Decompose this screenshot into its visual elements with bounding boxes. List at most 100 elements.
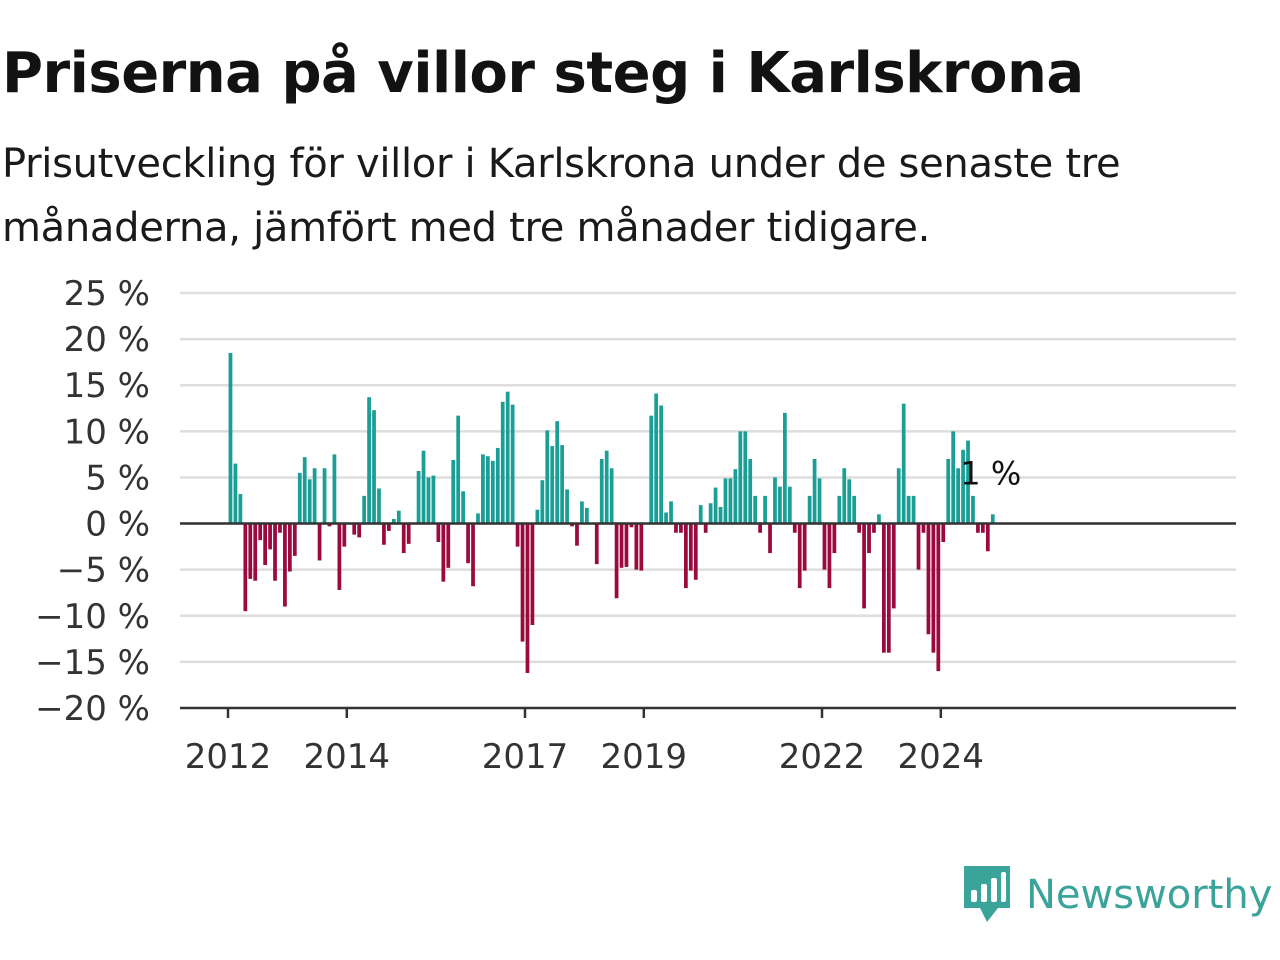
bar [931,523,936,653]
bar [490,460,495,524]
bar [812,459,817,524]
bar [911,495,916,524]
bar [396,510,401,524]
y-tick-label: −10 % [35,597,150,637]
bar [510,404,515,524]
bar-chart: 2012 2014 2017 2019 2022 2024 25 % 20 % 15 % 10 … [35,274,1236,777]
bar [253,523,258,581]
bar [926,523,931,635]
bar [842,468,847,524]
bar [684,523,688,589]
bar [297,472,302,524]
bar [624,523,629,567]
bar [891,523,896,609]
bar [580,501,584,524]
y-tick-label: −5 % [57,551,150,591]
bar [416,470,421,524]
chart-title: Priserna på villor steg i Karlskrona [2,41,1084,106]
last-value-label: 1 % [960,454,1021,492]
bar [857,523,861,533]
bar [758,523,762,533]
bar [382,523,386,545]
bar [614,523,619,599]
bar [797,523,802,589]
bar [619,523,624,568]
bar [406,523,411,544]
bar [802,523,807,571]
bar [233,463,238,524]
bar [525,523,530,673]
bar [505,391,510,524]
bar [822,523,827,570]
bar [748,459,753,524]
bar [649,415,654,524]
bar [322,468,327,524]
bar-series [228,352,995,673]
bar [530,523,535,625]
x-tick-label: 2012 [185,737,272,777]
x-tick-label: 2022 [779,737,866,777]
bar [476,513,480,524]
bar [421,450,426,524]
bar [377,488,381,524]
bar [431,475,436,524]
bar [941,523,946,542]
bar [981,523,985,533]
bar [609,468,614,524]
bar [263,523,267,566]
bar [362,495,366,524]
bar [565,489,569,524]
bar [921,523,926,533]
x-tick-label: 2024 [898,737,985,777]
bar [466,523,470,564]
bar [629,523,634,528]
bar [862,523,866,609]
bar [664,512,668,524]
bar [268,523,272,550]
bar [555,421,560,524]
y-tick-label: −15 % [35,643,150,683]
bar [535,509,540,524]
bar [946,459,951,524]
bar [317,523,322,561]
bar [481,454,485,524]
bar [560,445,564,524]
bar [728,478,733,524]
bar [768,523,772,554]
y-tick-label: 10 % [64,412,150,452]
bar [990,514,995,524]
bar [288,523,292,572]
bar [817,478,822,524]
bar [936,523,941,672]
bar [436,523,441,542]
bar [743,431,748,524]
bar [679,523,683,533]
bar [332,454,337,524]
newsworthy-logo-icon [964,866,1010,922]
y-tick-label: −20 % [35,689,150,729]
bar [807,495,812,524]
bar [906,495,911,524]
bar [882,523,886,653]
bar [575,523,579,546]
bar [238,494,243,524]
bar [639,523,644,571]
bar [872,523,876,533]
bar [495,447,500,524]
bar [248,523,253,579]
bar [713,487,718,524]
bar [486,456,490,524]
bar [669,501,673,524]
bar [604,450,609,524]
bar [783,412,787,524]
bar [471,523,475,587]
bar [307,479,312,524]
bar [688,523,693,571]
bar [778,486,782,524]
bar [847,479,852,524]
bar [500,401,505,524]
bar [515,523,520,547]
bar [461,491,465,524]
brand-name: Newsworthy [1026,872,1273,918]
bar [738,431,743,524]
